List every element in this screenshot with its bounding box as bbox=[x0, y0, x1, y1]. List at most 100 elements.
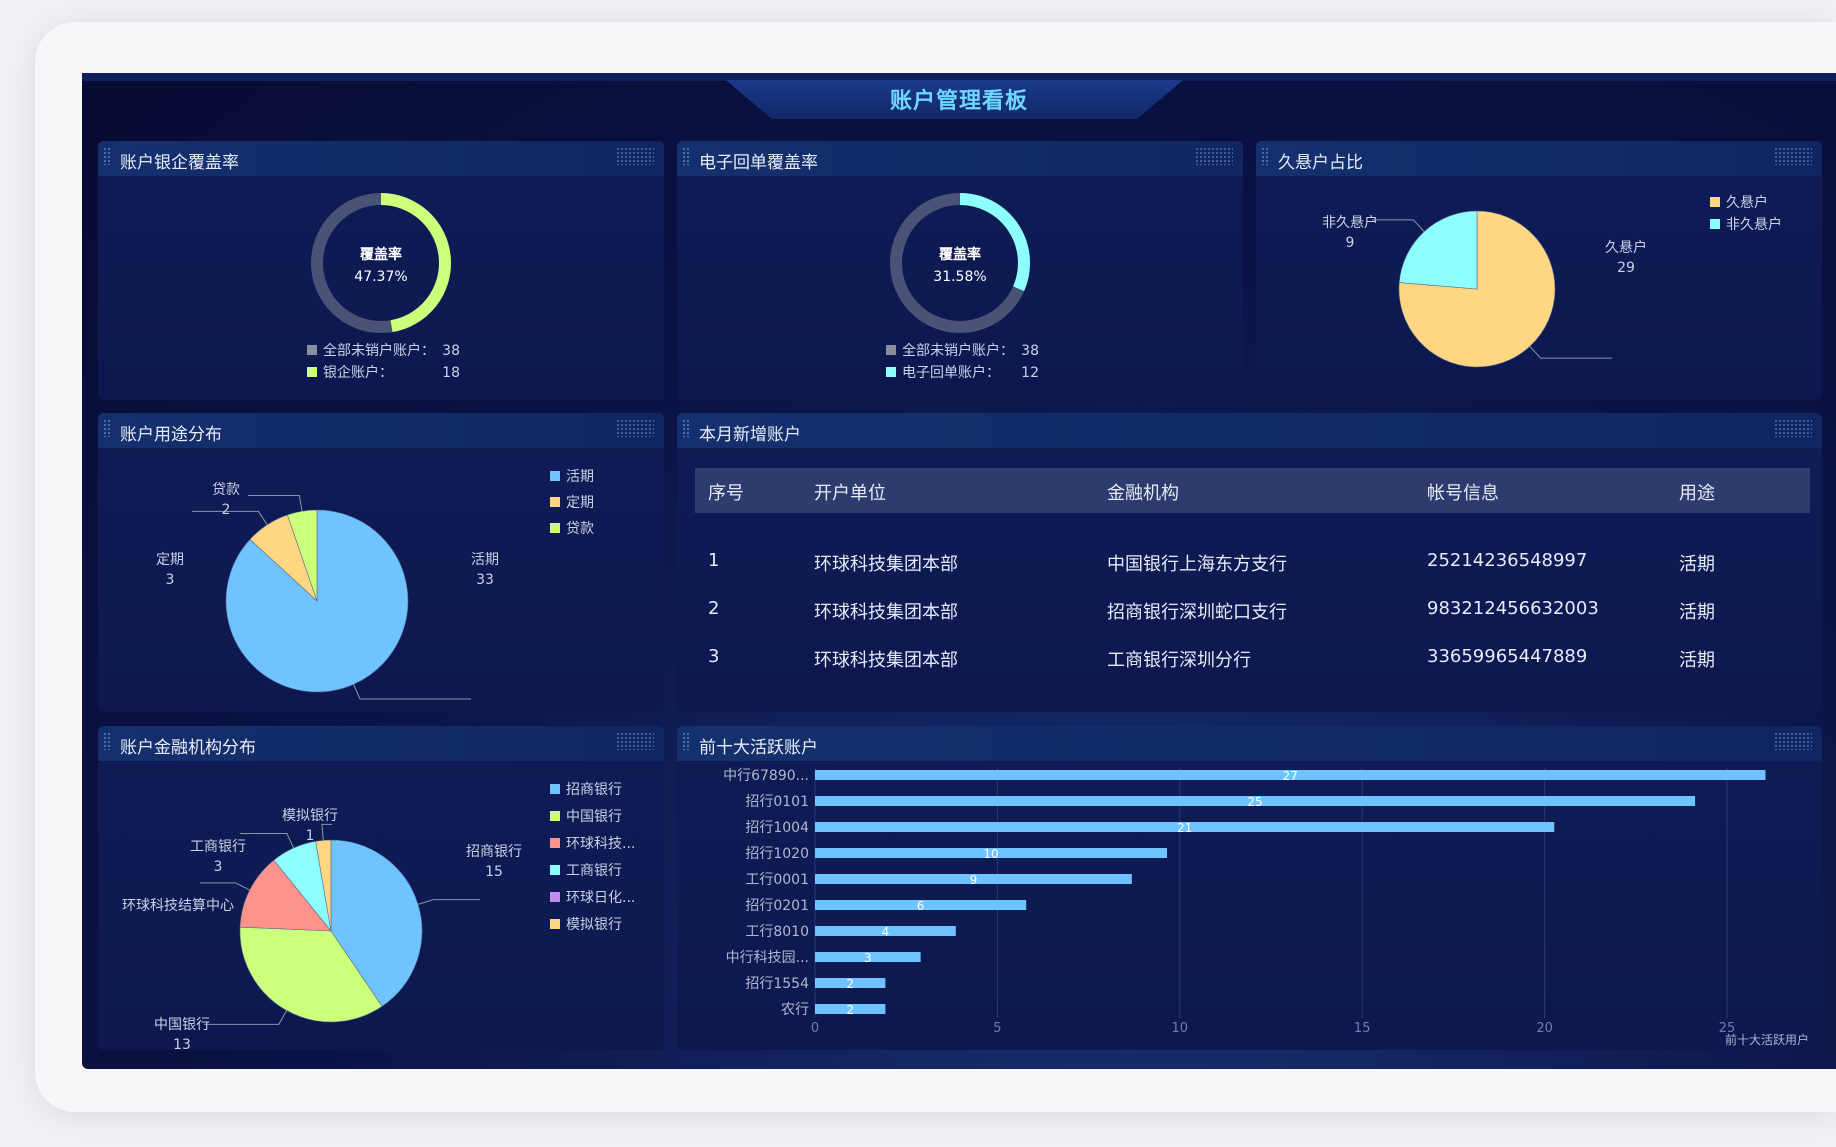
table-cell: 活期 bbox=[1679, 602, 1715, 623]
donut-center-label: 覆盖率 bbox=[939, 246, 981, 263]
legend-item[interactable]: 模拟银行 bbox=[566, 917, 622, 933]
chart-canvas: 覆盖率 47.37% 全部未销户账户： 38 银企账户： 18 bbox=[307, 193, 460, 381]
pie-value-label: 3 bbox=[214, 859, 223, 875]
panel-usage-distribution: 账户用途分布 活期 33 定期 3 贷款 2 活期 定期 贷款 bbox=[98, 413, 664, 712]
table-cell: 环球科技集团本部 bbox=[814, 650, 958, 671]
pie-leader-line bbox=[240, 832, 294, 849]
table-cell: 2 bbox=[708, 598, 720, 619]
legend-item[interactable]: 招商银行 bbox=[566, 782, 622, 798]
panel-new-accounts: 本月新增账户 序号 开户单位 金融机构 帐号信息 用途 1 环球科技集团本部 中国银行上海东方… bbox=[677, 413, 1822, 712]
table-cell: 3 bbox=[708, 646, 720, 667]
pie-label: 活期 bbox=[471, 552, 499, 568]
legend-item[interactable]: 久悬户 bbox=[1726, 194, 1768, 211]
panel-title: 账户金融机构分布 bbox=[120, 738, 256, 758]
legend-swatch bbox=[886, 345, 896, 355]
table-cell: 环球科技集团本部 bbox=[814, 602, 958, 623]
bar-10[interactable] bbox=[815, 1004, 886, 1014]
chart-canvas: 覆盖率 31.58% 全部未销户账户： 38 电子回单账户： 12 bbox=[886, 193, 1039, 381]
table-column-header: 开户单位 bbox=[814, 483, 886, 504]
bar-value-label: 21 bbox=[1177, 821, 1192, 835]
pie-leader-line bbox=[353, 684, 471, 700]
legend-item[interactable]: 非久悬户 bbox=[1726, 216, 1782, 233]
pie-leader-line bbox=[200, 882, 250, 891]
bar-value-label: 2 bbox=[846, 1003, 854, 1017]
panel-title: 账户银企覆盖率 bbox=[120, 153, 239, 173]
legend-item[interactable]: 中国银行 bbox=[566, 809, 622, 825]
pie-slice-6 bbox=[315, 839, 332, 932]
legend-item[interactable]: 环球科技... bbox=[566, 836, 635, 852]
pie-label: 久悬户 bbox=[1605, 239, 1647, 256]
table-cell: 活期 bbox=[1679, 554, 1715, 575]
bar-4[interactable] bbox=[815, 848, 1168, 858]
x-tick-label: 15 bbox=[1354, 1021, 1371, 1036]
legend-swatch bbox=[886, 367, 896, 377]
x-tick-label: 0 bbox=[811, 1021, 819, 1036]
donut-center-value: 31.58% bbox=[933, 269, 986, 285]
legend-swatch bbox=[1710, 197, 1720, 207]
table-column-header: 序号 bbox=[708, 483, 744, 504]
pie-leader-line bbox=[192, 510, 268, 526]
table-cell: 1 bbox=[708, 550, 720, 571]
y-category-label: 招行1020 bbox=[745, 846, 809, 862]
bar-7[interactable] bbox=[815, 926, 956, 936]
legend-value: 12 bbox=[1021, 365, 1039, 381]
table-column-header: 金融机构 bbox=[1107, 483, 1179, 504]
legend-item[interactable]: 贷款 bbox=[566, 521, 594, 537]
legend-swatch bbox=[550, 497, 560, 507]
table-cell: 活期 bbox=[1679, 650, 1715, 671]
pie-value-label: 1 bbox=[306, 828, 315, 844]
bar-9[interactable] bbox=[815, 978, 886, 988]
panel-top10-active: 前十大活跃账户 0 5 10 15 20 25 中行67890... 27 招行0101 25 招行… bbox=[677, 726, 1822, 1050]
y-category-label: 工行0001 bbox=[745, 872, 809, 888]
x-tick-label: 5 bbox=[993, 1021, 1001, 1036]
bar-1[interactable] bbox=[815, 770, 1766, 780]
x-tick-label: 25 bbox=[1719, 1021, 1736, 1036]
legend-value: 38 bbox=[442, 343, 460, 359]
bar-2[interactable] bbox=[815, 796, 1696, 806]
pie-leader-line bbox=[1529, 346, 1612, 359]
legend-swatch bbox=[550, 892, 560, 902]
bar-5[interactable] bbox=[815, 874, 1132, 884]
legend-swatch bbox=[550, 523, 560, 533]
bar-3[interactable] bbox=[815, 822, 1555, 832]
pie-value-label: 29 bbox=[1617, 260, 1635, 276]
bar-value-label: 25 bbox=[1247, 795, 1262, 809]
legend-swatch bbox=[550, 865, 560, 875]
legend-label: 电子回单账户： bbox=[902, 364, 1000, 381]
pie-label: 中国银行 bbox=[154, 1017, 210, 1033]
legend-item[interactable]: 定期 bbox=[566, 495, 594, 511]
y-category-label: 招行0101 bbox=[745, 794, 809, 810]
legend-swatch bbox=[550, 811, 560, 821]
legend-value: 38 bbox=[1021, 343, 1039, 359]
table-cell: 33659965447889 bbox=[1427, 646, 1588, 667]
chart-canvas: 招商银行15中国银行13环球科技结算中心工商银行3模拟银行1招商银行中国银行环球… bbox=[122, 782, 635, 1050]
legend-swatch bbox=[550, 838, 560, 848]
pie-slice-1 bbox=[330, 839, 423, 1007]
bar-value-label: 9 bbox=[970, 873, 978, 887]
panel-title: 账户用途分布 bbox=[120, 425, 222, 445]
pie-value-label: 9 bbox=[1346, 235, 1355, 251]
bar-8[interactable] bbox=[815, 952, 921, 962]
legend-item[interactable]: 活期 bbox=[566, 469, 594, 485]
bar-6[interactable] bbox=[815, 900, 1027, 910]
bar-value-label: 10 bbox=[983, 847, 998, 861]
panel-institution-distribution: 账户金融机构分布 招商银行 15 中国银行 13 环球科技结算中心 工商银行 3 模拟银行 1 招… bbox=[98, 726, 664, 1050]
pie-label: 定期 bbox=[156, 552, 184, 568]
bar-value-label: 3 bbox=[864, 951, 872, 965]
y-category-label: 招行1554 bbox=[745, 976, 809, 992]
bar-value-label: 6 bbox=[917, 899, 925, 913]
y-category-label: 工行8010 bbox=[745, 924, 809, 940]
legend-item[interactable]: 环球日化... bbox=[566, 890, 635, 906]
panel-title: 久悬户占比 bbox=[1278, 153, 1363, 173]
legend-swatch bbox=[550, 784, 560, 794]
pie-slice-1 bbox=[1398, 210, 1556, 368]
legend-label: 全部未销户账户： bbox=[902, 342, 1014, 359]
legend-label: 全部未销户账户： bbox=[323, 342, 435, 359]
donut-value-arc bbox=[380, 193, 451, 333]
legend-item[interactable]: 工商银行 bbox=[566, 863, 622, 879]
table-cell: 983212456632003 bbox=[1427, 598, 1599, 619]
bar-value-label: 2 bbox=[846, 977, 854, 991]
pie-leader-line bbox=[321, 823, 332, 841]
panel-title: 本月新增账户 bbox=[699, 425, 801, 445]
